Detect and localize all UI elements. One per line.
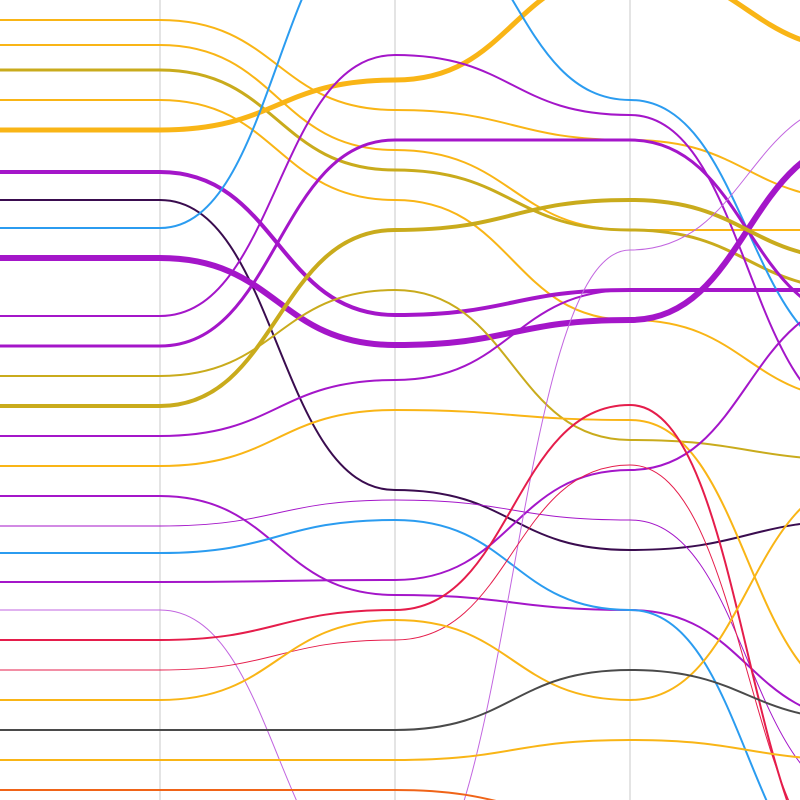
series-line bbox=[0, 119, 800, 800]
series-line bbox=[0, 788, 497, 800]
series-line bbox=[0, 199, 800, 552]
series-line bbox=[0, 738, 800, 762]
series-line bbox=[0, 99, 800, 391]
series-line bbox=[0, 160, 800, 349]
series-line bbox=[0, 499, 800, 764]
series-line bbox=[0, 197, 800, 408]
series-line bbox=[0, 518, 768, 800]
series-line bbox=[0, 138, 800, 348]
series-line bbox=[0, 289, 800, 437]
series-line bbox=[0, 19, 800, 194]
series-line bbox=[0, 403, 789, 800]
series-line bbox=[0, 495, 800, 707]
series-line bbox=[0, 288, 800, 459]
series-line bbox=[0, 170, 800, 318]
series-line bbox=[0, 53, 800, 381]
series-line bbox=[0, 507, 800, 702]
series-line bbox=[0, 668, 800, 731]
series-line bbox=[0, 44, 800, 232]
series-line bbox=[0, 0, 800, 133]
series-line bbox=[0, 408, 800, 665]
series-line bbox=[0, 321, 800, 583]
